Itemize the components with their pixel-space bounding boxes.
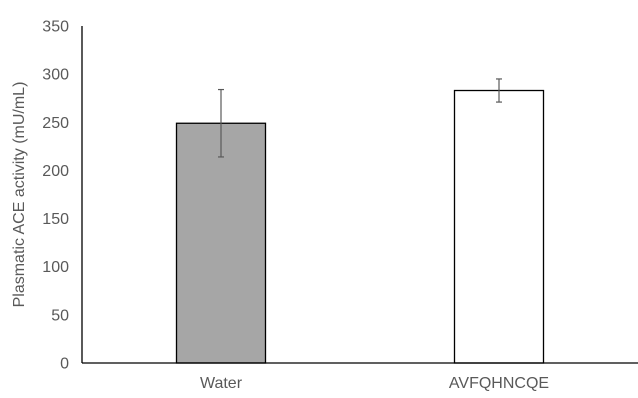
error-bars: [218, 78, 502, 158]
y-tick-label: 200: [42, 163, 69, 180]
y-axis-title: Plasmatic ACE activity (mU/mL): [11, 82, 28, 308]
bar-avfqhncqe: [453, 89, 545, 364]
y-tick-label: 300: [42, 67, 69, 84]
x-axis-ticks: Water AVFQHNCQE: [200, 375, 549, 392]
x-tick-label: Water: [200, 375, 243, 392]
y-tick-label: 50: [51, 307, 69, 324]
bars: [175, 89, 545, 364]
y-tick-label: 350: [42, 19, 69, 36]
y-axis-ticks: 0 50 100 150 200 250 300 350: [42, 19, 69, 373]
y-tick-label: 150: [42, 211, 69, 228]
bar-water: [175, 122, 267, 364]
y-tick-label: 0: [60, 356, 69, 373]
y-tick-label: 250: [42, 115, 69, 132]
x-tick-label: AVFQHNCQE: [449, 375, 549, 392]
y-tick-label: 100: [42, 259, 69, 276]
